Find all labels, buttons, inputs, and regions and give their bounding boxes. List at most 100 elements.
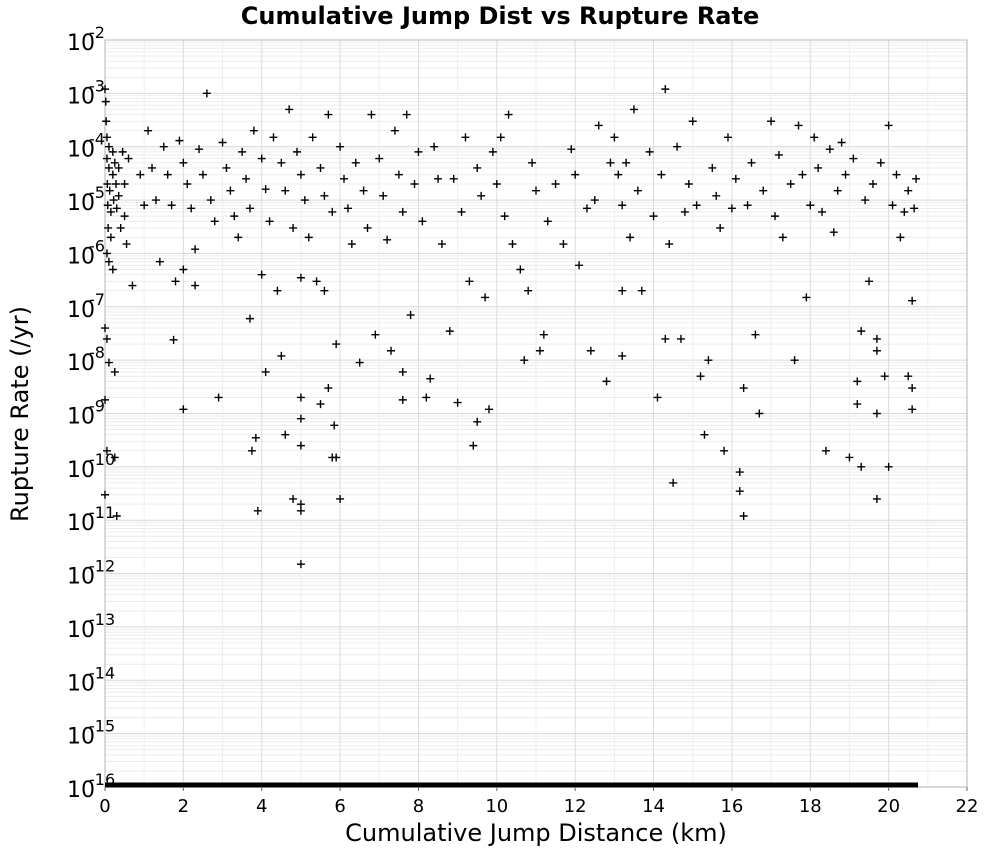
data-point xyxy=(136,170,145,179)
data-point xyxy=(383,235,392,244)
data-point xyxy=(102,446,111,455)
data-point xyxy=(387,346,396,355)
data-point xyxy=(296,273,305,282)
data-point xyxy=(281,430,290,439)
data-point xyxy=(622,158,631,167)
data-point xyxy=(704,356,713,365)
data-point xyxy=(120,212,129,221)
data-point xyxy=(653,393,662,402)
data-point xyxy=(594,121,603,130)
data-point xyxy=(845,453,854,462)
data-point xyxy=(114,163,123,172)
y-tick-exponent: -10 xyxy=(89,450,115,469)
data-point xyxy=(375,154,384,163)
data-point xyxy=(743,201,752,210)
data-point xyxy=(559,240,568,249)
data-point xyxy=(437,240,446,249)
data-point xyxy=(398,395,407,404)
data-point xyxy=(402,110,411,119)
data-point xyxy=(731,174,740,183)
data-point xyxy=(210,217,219,226)
x-tick-label: 0 xyxy=(99,796,110,817)
data-point xyxy=(109,196,118,205)
data-point xyxy=(332,340,341,349)
y-tick-exponent: -6 xyxy=(89,236,105,255)
data-point xyxy=(426,374,435,383)
data-point xyxy=(351,158,360,167)
data-point xyxy=(296,393,305,402)
x-tick-label: 4 xyxy=(256,796,267,817)
data-point xyxy=(473,163,482,172)
y-tick-exponent: -4 xyxy=(89,130,105,149)
x-tick-label: 10 xyxy=(485,796,508,817)
data-point xyxy=(118,147,127,156)
y-tick-label: 10 xyxy=(67,138,95,163)
data-point xyxy=(277,158,286,167)
data-point xyxy=(111,180,120,189)
data-points xyxy=(101,85,921,569)
data-point xyxy=(618,286,627,295)
x-tick-label: 2 xyxy=(178,796,189,817)
data-point xyxy=(861,196,870,205)
data-point xyxy=(398,207,407,216)
grid-lines xyxy=(104,40,968,788)
data-point xyxy=(680,207,689,216)
data-point xyxy=(191,281,200,290)
data-point xyxy=(140,201,149,210)
data-point xyxy=(169,335,178,344)
data-point xyxy=(300,196,309,205)
data-point xyxy=(477,191,486,200)
data-point xyxy=(684,180,693,189)
data-point xyxy=(324,110,333,119)
data-point xyxy=(708,163,717,172)
data-point xyxy=(257,154,266,163)
data-point xyxy=(853,400,862,409)
data-point xyxy=(755,409,764,418)
data-point xyxy=(751,330,760,339)
data-point xyxy=(673,142,682,151)
data-point xyxy=(872,346,881,355)
data-point xyxy=(696,372,705,381)
data-point xyxy=(888,201,897,210)
data-point xyxy=(465,277,474,286)
data-point xyxy=(104,358,113,367)
data-point xyxy=(676,334,685,343)
data-point xyxy=(814,163,823,172)
data-point xyxy=(343,204,352,213)
data-point xyxy=(794,121,803,130)
data-point xyxy=(390,126,399,135)
data-point xyxy=(571,170,580,179)
data-point xyxy=(102,249,111,258)
data-point xyxy=(833,186,842,195)
y-tick-label: 10 xyxy=(67,191,95,216)
data-point xyxy=(265,217,274,226)
data-point xyxy=(610,133,619,142)
data-point xyxy=(868,180,877,189)
data-point xyxy=(195,145,204,154)
data-point xyxy=(810,133,819,142)
data-point xyxy=(910,204,919,213)
data-point xyxy=(179,405,188,414)
x-tick-label: 12 xyxy=(564,796,587,817)
data-point xyxy=(214,393,223,402)
data-point xyxy=(688,117,697,126)
data-point xyxy=(144,126,153,135)
data-point xyxy=(481,293,490,302)
data-point xyxy=(218,138,227,147)
data-point xyxy=(304,233,313,242)
data-point xyxy=(774,150,783,159)
data-point xyxy=(853,377,862,386)
data-point xyxy=(912,174,921,183)
data-point xyxy=(430,142,439,151)
data-point xyxy=(106,207,115,216)
data-point xyxy=(884,462,893,471)
data-point xyxy=(371,330,380,339)
y-tick-exponent: -8 xyxy=(89,343,105,362)
data-point xyxy=(163,170,172,179)
data-point xyxy=(649,212,658,221)
data-point xyxy=(106,233,115,242)
data-point xyxy=(896,233,905,242)
y-tick-label: 10 xyxy=(67,511,95,536)
data-point xyxy=(108,147,117,156)
